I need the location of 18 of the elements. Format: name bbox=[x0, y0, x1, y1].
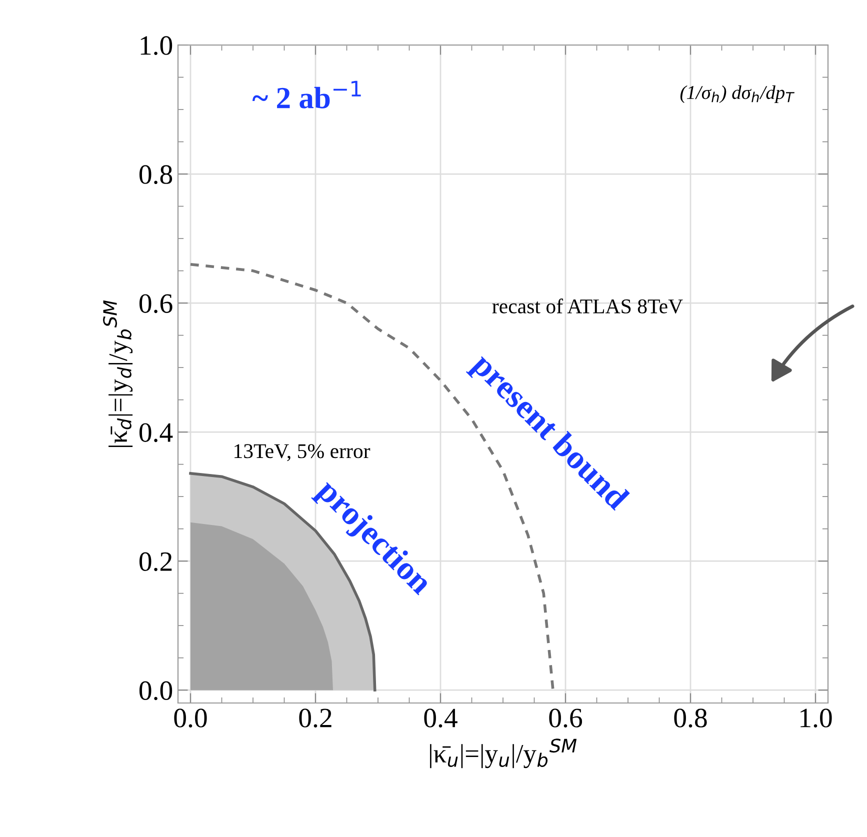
y-tick-label: 0.2 bbox=[139, 552, 172, 572]
y-tick-label: 0.4 bbox=[139, 423, 173, 442]
x-tick-label: 0.0 bbox=[174, 708, 207, 728]
y-tick-label: 0.0 bbox=[139, 681, 172, 700]
y-axis-title: |κ̄$_{d}$|=|y$_{d}$|/y$_{b}$$^{SM}$ bbox=[103, 300, 133, 447]
x-tick-label: 0.2 bbox=[299, 708, 332, 728]
x-tick-label: 0.8 bbox=[674, 708, 707, 728]
y-tick-label: 1.0 bbox=[140, 36, 172, 56]
annotation: (1/σ$_{h}$) dσ$_{h}$/dp$_{T}$ bbox=[680, 85, 794, 104]
x-tick-label: 0.6 bbox=[549, 708, 582, 728]
y-tick-label: 0.6 bbox=[139, 294, 172, 314]
x-tick-label: 1.0 bbox=[800, 708, 832, 728]
x-axis-title: |κ̄$_{u}$|=|y$_{u}$|/y$_{b}$$^{SM}$ bbox=[430, 738, 577, 768]
y-tick-label: 0.8 bbox=[139, 165, 172, 184]
annotation: recast of ATLAS 8TeV bbox=[492, 298, 683, 314]
annotation: 13TeV, 5% error bbox=[234, 444, 370, 462]
x-tick-label: 0.4 bbox=[424, 708, 458, 728]
annotation: ~ 2 ab$^{−1}$ bbox=[252, 80, 361, 108]
